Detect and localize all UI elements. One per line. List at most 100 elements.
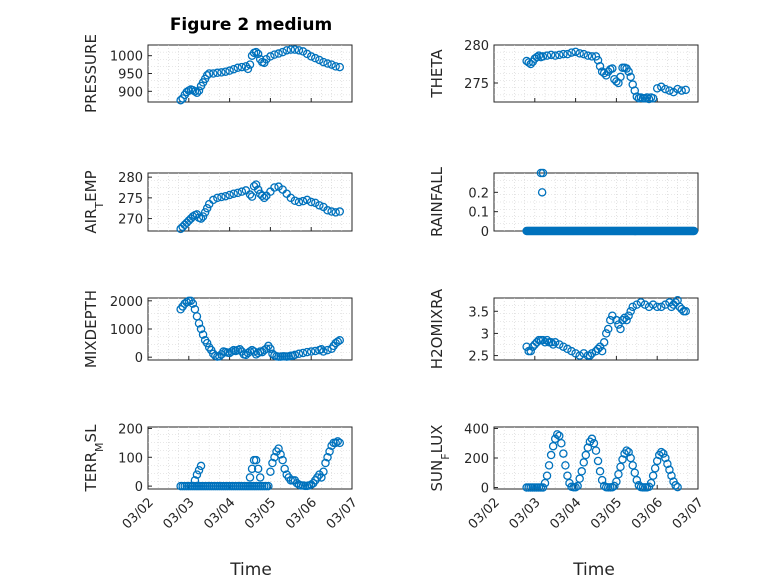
- data-point: [194, 319, 204, 328]
- data-point: [333, 337, 342, 346]
- data-series: [176, 437, 345, 491]
- data-point: [192, 88, 202, 97]
- data-point: [196, 324, 206, 334]
- data-point: [677, 86, 686, 95]
- data-point: [319, 467, 328, 476]
- data-point: [268, 458, 277, 468]
- data-point: [266, 344, 275, 353]
- data-point: [648, 471, 658, 480]
- y-tick-label: 100: [118, 451, 143, 466]
- data-point: [648, 300, 658, 309]
- data-point: [628, 461, 637, 470]
- data-point: [196, 461, 206, 471]
- data-point: [546, 338, 556, 347]
- data-series: [522, 430, 682, 492]
- data-point: [587, 52, 597, 61]
- data-point: [233, 63, 243, 73]
- data-point: [266, 467, 275, 476]
- data-point: [294, 349, 304, 359]
- y-axis-label: THETA: [428, 49, 446, 99]
- data-point: [537, 188, 547, 197]
- data-point: [632, 475, 642, 485]
- data-point: [217, 192, 226, 202]
- data-point: [209, 69, 218, 78]
- data-point: [282, 46, 291, 55]
- data-point: [286, 45, 296, 54]
- data-point: [552, 430, 562, 439]
- y-axis-label: RAINFALL: [428, 166, 446, 237]
- data-point: [325, 447, 334, 456]
- data-point: [227, 347, 236, 356]
- data-point: [235, 345, 245, 354]
- data-point: [194, 466, 204, 475]
- data-point: [202, 338, 212, 348]
- data-point: [555, 340, 564, 349]
- data-point: [632, 92, 642, 101]
- data-point: [323, 345, 332, 355]
- data-point: [667, 471, 676, 480]
- y-tick-label: 270: [118, 213, 143, 228]
- data-point: [579, 458, 589, 467]
- data-point: [333, 437, 342, 446]
- data-point: [673, 482, 682, 492]
- x-tick-label: 03/06: [283, 495, 320, 532]
- data-point: [571, 349, 580, 358]
- data-point: [538, 483, 548, 492]
- data-point: [253, 185, 263, 194]
- data-point: [257, 191, 267, 201]
- data-point: [640, 300, 650, 309]
- data-point: [557, 438, 566, 448]
- data-point: [264, 481, 273, 491]
- data-point: [544, 461, 554, 470]
- data-point: [657, 447, 666, 457]
- data-point: [546, 450, 556, 460]
- data-point: [302, 347, 312, 357]
- data-point: [661, 84, 670, 94]
- data-point: [583, 443, 593, 452]
- data-point: [202, 71, 212, 80]
- data-point: [601, 329, 611, 338]
- data-point: [538, 52, 548, 61]
- data-point: [616, 462, 625, 472]
- data-point: [585, 351, 595, 360]
- data-point: [559, 449, 568, 458]
- data-point: [290, 45, 300, 54]
- data-point: [335, 207, 345, 216]
- x-axis-label-left: Time: [229, 560, 272, 580]
- data-point: [677, 304, 686, 314]
- data-point: [319, 57, 328, 67]
- data-point: [610, 481, 619, 491]
- data-point: [673, 84, 682, 94]
- data-point: [681, 85, 691, 95]
- data-series: [522, 295, 691, 360]
- data-point: [251, 455, 261, 465]
- grid-lines: [494, 427, 698, 489]
- x-tick-label: 03/07: [670, 495, 707, 532]
- data-point: [632, 300, 642, 309]
- y-axis-label: TERRMSL: [82, 424, 106, 493]
- data-point: [315, 201, 324, 210]
- data-point: [595, 467, 605, 476]
- data-point: [335, 438, 345, 448]
- data-point: [247, 192, 257, 201]
- data-point: [642, 93, 652, 102]
- y-tick-label: 0: [135, 480, 143, 495]
- data-point: [575, 474, 584, 483]
- data-point: [546, 50, 556, 60]
- figure-title: Figure 2 medium: [170, 15, 332, 35]
- data-point: [579, 49, 589, 59]
- x-tick-label: 03/02: [466, 495, 503, 532]
- data-point: [548, 441, 558, 451]
- data-point: [644, 94, 654, 104]
- data-point: [209, 195, 218, 205]
- data-point: [306, 197, 316, 207]
- y-tick-label: 1000: [110, 50, 143, 65]
- data-series: [176, 45, 345, 105]
- data-point: [317, 473, 326, 482]
- y-axis-label: SUNFLUX: [428, 425, 452, 492]
- data-point: [624, 447, 633, 457]
- data-point: [526, 59, 535, 69]
- data-point: [648, 93, 658, 103]
- data-point: [624, 311, 633, 320]
